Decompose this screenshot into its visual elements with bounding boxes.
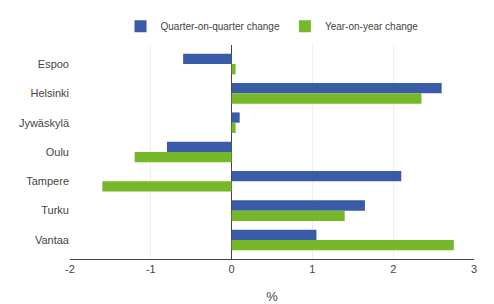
svg-text:0: 0: [229, 263, 235, 275]
svg-text:%: %: [266, 289, 278, 304]
svg-text:2: 2: [390, 263, 396, 275]
svg-text:Espoo: Espoo: [38, 58, 69, 70]
svg-text:3: 3: [471, 263, 477, 275]
svg-text:Jywäskylä: Jywäskylä: [19, 117, 70, 129]
svg-text:Year-on-year change: Year-on-year change: [325, 21, 418, 32]
svg-text:Oulu: Oulu: [46, 146, 69, 158]
svg-text:Turku: Turku: [41, 204, 69, 216]
svg-text:1: 1: [309, 263, 315, 275]
svg-text:-2: -2: [65, 263, 75, 275]
svg-text:Tampere: Tampere: [26, 175, 69, 187]
svg-text:Quarter-on-quarter change: Quarter-on-quarter change: [161, 21, 280, 32]
svg-text:-1: -1: [146, 263, 156, 275]
svg-text:Helsinki: Helsinki: [30, 87, 69, 99]
svg-text:Vantaa: Vantaa: [35, 234, 70, 246]
